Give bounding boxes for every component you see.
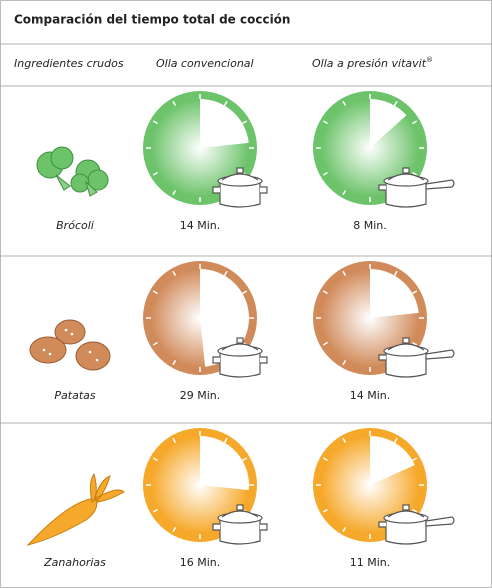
time-wedge: [370, 269, 419, 318]
pot-icon: [212, 504, 268, 545]
dial-tick: [172, 270, 177, 276]
title: Comparación del tiempo total de cocción: [14, 13, 290, 27]
pot-handle: [425, 179, 455, 190]
pot-lid-dome: [387, 510, 425, 518]
dial-tick: [322, 457, 328, 462]
pot-handle-left: [378, 184, 386, 191]
time-label: 8 Min.: [353, 219, 387, 232]
dial-tick: [152, 171, 158, 176]
dial-tick: [412, 290, 418, 295]
pot-handle: [260, 186, 268, 194]
dial-tick: [412, 508, 418, 513]
pot-handle: [425, 349, 455, 360]
dial-tick: [342, 437, 347, 443]
pressure-cooker-icon: [378, 337, 455, 378]
dial-tick: [223, 270, 228, 276]
time-wedge: [200, 435, 249, 491]
dial-tick: [152, 457, 158, 462]
dial-tick: [342, 270, 347, 276]
pot-knob: [402, 504, 410, 511]
time-label: 14 Min.: [180, 219, 221, 232]
pot-knob: [402, 167, 410, 174]
dial-tick: [172, 100, 177, 106]
dial-tick: [152, 120, 158, 125]
potato-icon: [29, 319, 111, 371]
pot-body: [385, 518, 427, 545]
pot-lid-dome: [387, 173, 425, 181]
dial-tick: [342, 527, 347, 533]
time-label: 14 Min.: [350, 389, 391, 402]
time-wedge: [200, 99, 249, 148]
time-wedge: [370, 99, 407, 148]
pot-knob: [236, 504, 244, 511]
dial-tick: [342, 190, 347, 196]
pot-body: [219, 351, 261, 378]
dial-tick: [172, 190, 177, 196]
pressure-cooker-icon: [378, 504, 455, 545]
carrot-icon: [26, 472, 125, 546]
pot-body: [219, 518, 261, 545]
dial-tick: [412, 120, 418, 125]
column-header: Olla a presión vitavit®: [312, 56, 433, 70]
ingredient-label: Zanahorias: [43, 556, 106, 569]
pot-handle: [212, 523, 220, 531]
dial-tick: [322, 290, 328, 295]
pot-body: [385, 181, 427, 208]
dial-tick: [393, 437, 398, 443]
pot-handle: [212, 186, 220, 194]
pot-handle-left: [378, 354, 386, 361]
dial-tick: [152, 341, 158, 346]
pot-lid-dome: [387, 343, 425, 351]
dial-tick: [172, 527, 177, 533]
pot-handle: [260, 356, 268, 364]
ingredient-label: Patatas: [54, 389, 95, 402]
pot-handle-left: [378, 521, 386, 528]
pot-lid-dome: [221, 173, 259, 181]
pot-icon: [212, 337, 268, 378]
pot-handle: [260, 523, 268, 531]
dial-tick: [223, 437, 228, 443]
dial-tick: [172, 360, 177, 366]
dial-tick: [342, 360, 347, 366]
time-wedge: [370, 436, 415, 485]
time-label: 11 Min.: [350, 556, 391, 569]
pot-body: [385, 351, 427, 378]
dial-tick: [393, 270, 398, 276]
dial-tick: [322, 508, 328, 513]
dial-tick: [412, 341, 418, 346]
pot-body: [219, 181, 261, 208]
broccoli-icon: [36, 146, 109, 197]
dial-tick: [242, 120, 248, 125]
dial-tick: [322, 120, 328, 125]
pot-handle: [212, 356, 220, 364]
time-label: 29 Min.: [180, 389, 221, 402]
pot-knob: [402, 337, 410, 344]
ingredient-label: Brócoli: [56, 219, 94, 232]
dial-tick: [152, 508, 158, 513]
dial-tick: [393, 100, 398, 106]
dial-tick: [412, 171, 418, 176]
dial-tick: [322, 171, 328, 176]
pot-knob: [236, 167, 244, 174]
dial-tick: [242, 457, 248, 462]
dial-tick: [172, 437, 177, 443]
pressure-cooker-icon: [378, 167, 455, 208]
dial-tick: [412, 457, 418, 462]
time-label: 16 Min.: [180, 556, 221, 569]
dial-tick: [342, 100, 347, 106]
pot-lid-dome: [221, 510, 259, 518]
column-header: Ingredientes crudos: [14, 57, 124, 70]
column-header: Olla convencional: [156, 57, 254, 70]
pot-knob: [236, 337, 244, 344]
pot-lid-dome: [221, 343, 259, 351]
dial-tick: [242, 290, 248, 295]
pot-icon: [212, 167, 268, 208]
pot-handle: [425, 516, 455, 527]
dial-tick: [152, 290, 158, 295]
dial-tick: [322, 341, 328, 346]
dial-tick: [223, 100, 228, 106]
